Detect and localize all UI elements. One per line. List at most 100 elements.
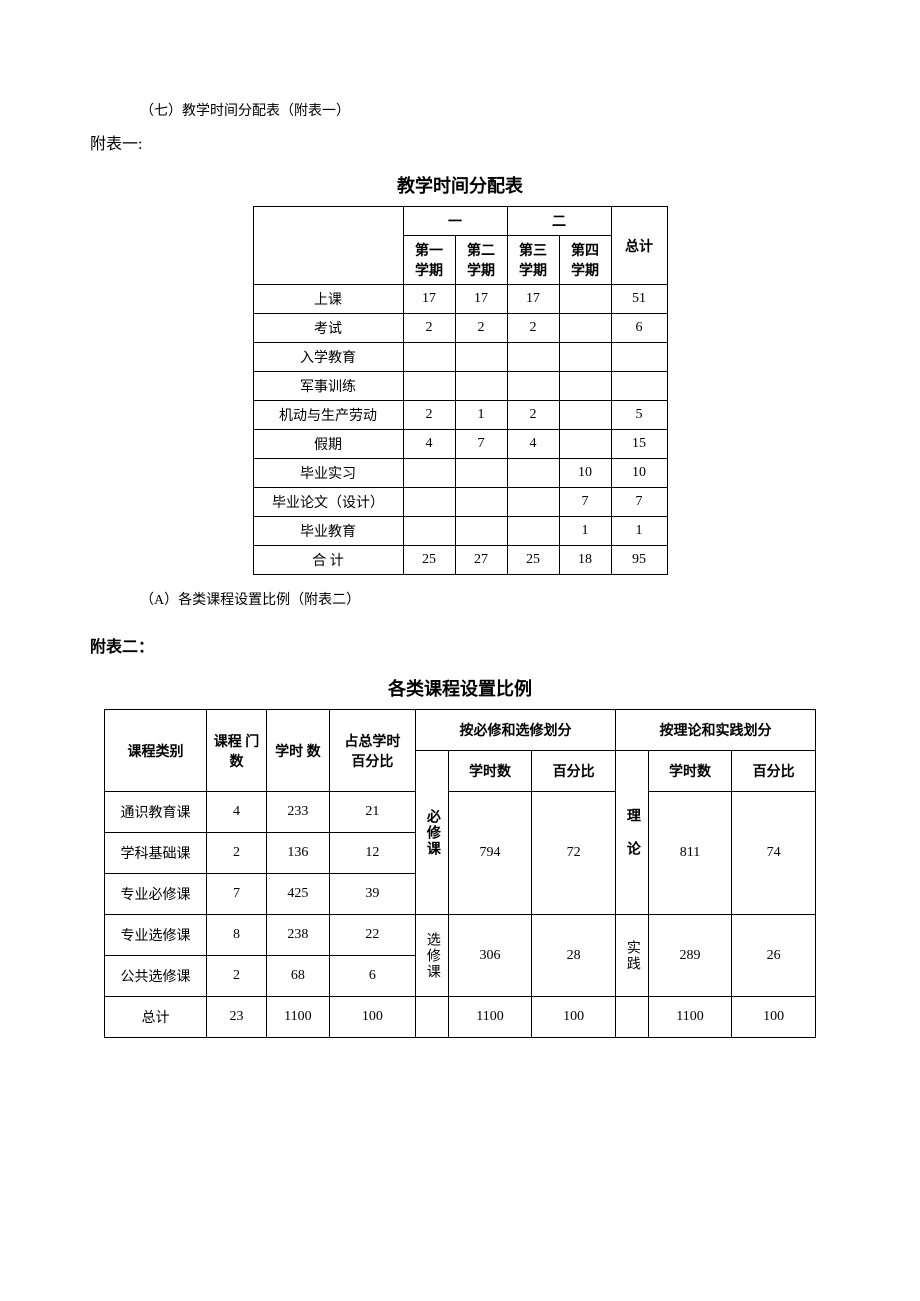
totals-label: 总计 — [105, 997, 207, 1038]
cell: 12 — [329, 833, 415, 874]
th-pct-sub2: 百分比 — [732, 751, 816, 792]
cell — [403, 372, 455, 401]
cell: 22 — [329, 915, 415, 956]
cell: 7 — [455, 430, 507, 459]
row-label: 入学教育 — [253, 343, 403, 372]
cell — [455, 517, 507, 546]
cell — [559, 314, 611, 343]
cell — [507, 517, 559, 546]
row-label: 毕业教育 — [253, 517, 403, 546]
totals-th-hours: 1100 — [648, 997, 732, 1038]
cell: 2 — [403, 401, 455, 430]
cell — [559, 401, 611, 430]
course-proportion-table: 课程类别 课程 门数 学时 数 占总学时 百分比 按必修和选修划分 按理论和实践… — [104, 709, 816, 1038]
sem1-header: 第一 学期 — [403, 236, 455, 285]
totals-req-pct: 100 — [532, 997, 616, 1038]
th-pct-total: 占总学时 百分比 — [329, 710, 415, 792]
row-label: 上课 — [253, 285, 403, 314]
row-label: 考试 — [253, 314, 403, 343]
cell: 2 — [455, 314, 507, 343]
sem3-header: 第三 学期 — [507, 236, 559, 285]
annex1-label: 附表一: — [90, 130, 830, 154]
th-hours: 学时 数 — [267, 710, 330, 792]
cell: 2 — [507, 401, 559, 430]
cell: 1 — [559, 517, 611, 546]
cell: 51 — [611, 285, 667, 314]
cell — [611, 372, 667, 401]
cell: 2 — [206, 833, 266, 874]
cell: 1 — [455, 401, 507, 430]
row-cat: 学科基础课 — [105, 833, 207, 874]
cell: 39 — [329, 874, 415, 915]
cell: 2 — [403, 314, 455, 343]
row-label: 假期 — [253, 430, 403, 459]
row-label: 机动与生产劳动 — [253, 401, 403, 430]
sem2-header: 第二 学期 — [455, 236, 507, 285]
cell: 15 — [611, 430, 667, 459]
cell — [403, 459, 455, 488]
cell — [559, 430, 611, 459]
cell: 7 — [206, 874, 266, 915]
row-cat: 专业必修课 — [105, 874, 207, 915]
time-allocation-table: 一 二 总计 第一 学期 第二 学期 第三 学期 第四 学期 上课1717175… — [253, 206, 668, 575]
cell: 5 — [611, 401, 667, 430]
totals-req-hours: 1100 — [448, 997, 532, 1038]
cell: 238 — [267, 915, 330, 956]
sem4-header: 第四 学期 — [559, 236, 611, 285]
theory-pct: 74 — [732, 792, 816, 915]
cell: 425 — [267, 874, 330, 915]
cell: 95 — [611, 546, 667, 575]
th-by-theory: 按理论和实践划分 — [615, 710, 815, 751]
cell: 6 — [611, 314, 667, 343]
table2-title: 各类课程设置比例 — [90, 675, 830, 701]
cell: 17 — [507, 285, 559, 314]
cell — [403, 517, 455, 546]
cell — [455, 488, 507, 517]
totals-hours: 1100 — [267, 997, 330, 1038]
cell: 4 — [507, 430, 559, 459]
annex2-label: 附表二： — [90, 633, 830, 657]
cell — [559, 372, 611, 401]
cell: 4 — [206, 792, 266, 833]
cell: 18 — [559, 546, 611, 575]
cell: 233 — [267, 792, 330, 833]
cell: 7 — [559, 488, 611, 517]
practice-pct: 26 — [732, 915, 816, 997]
th-category: 课程类别 — [105, 710, 207, 792]
cell: 17 — [403, 285, 455, 314]
cell — [455, 343, 507, 372]
label-required: 必修课 — [416, 751, 449, 915]
cell: 1 — [611, 517, 667, 546]
cell: 25 — [507, 546, 559, 575]
cell: 7 — [611, 488, 667, 517]
row-cat: 专业选修课 — [105, 915, 207, 956]
cell — [455, 459, 507, 488]
row-cat: 通识教育课 — [105, 792, 207, 833]
required-hours: 794 — [448, 792, 532, 915]
cell — [507, 459, 559, 488]
practice-hours: 289 — [648, 915, 732, 997]
th-hours-sub1: 学时数 — [448, 751, 532, 792]
year1-header: 一 — [403, 207, 507, 236]
row-cat: 公共选修课 — [105, 956, 207, 997]
year2-header: 二 — [507, 207, 611, 236]
elective-hours: 306 — [448, 915, 532, 997]
required-pct: 72 — [532, 792, 616, 915]
subhead-a: （A）各类课程设置比例（附表二） — [140, 589, 830, 609]
totals-count: 23 — [206, 997, 266, 1038]
total-header: 总计 — [611, 207, 667, 285]
cell: 68 — [267, 956, 330, 997]
cell: 10 — [559, 459, 611, 488]
cell — [455, 372, 507, 401]
cell: 17 — [455, 285, 507, 314]
elective-pct: 28 — [532, 915, 616, 997]
cell: 10 — [611, 459, 667, 488]
cell: 27 — [455, 546, 507, 575]
label-elective: 选修课 — [416, 915, 449, 997]
row-label: 毕业论文（设计） — [253, 488, 403, 517]
cell — [403, 488, 455, 517]
intro-line: （七）教学时间分配表（附表一） — [140, 100, 830, 120]
row-label: 毕业实习 — [253, 459, 403, 488]
cell: 2 — [507, 314, 559, 343]
cell — [507, 372, 559, 401]
